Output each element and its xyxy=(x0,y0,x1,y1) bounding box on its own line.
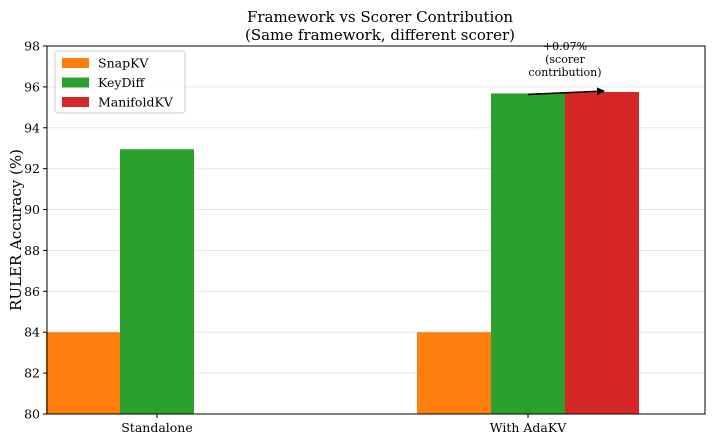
y-tick-label: 92 xyxy=(24,161,40,176)
x-tick-label: Standalone xyxy=(121,420,193,435)
annotation-arrow xyxy=(527,87,605,96)
bar-snapkv-2 xyxy=(417,332,491,414)
bars-layer xyxy=(46,92,639,414)
y-axis: 80 82 84 86 88 90 92 94 96 98 xyxy=(24,39,47,422)
annotation-text: contribution) xyxy=(528,66,601,79)
legend-swatch xyxy=(62,58,89,68)
bar-keydiff-2 xyxy=(491,93,565,414)
y-tick-label: 84 xyxy=(24,325,40,340)
annotation-text: (scorer xyxy=(545,53,585,66)
chart-title: Framework vs Scorer Contribution xyxy=(247,8,513,26)
y-tick-label: 90 xyxy=(24,202,40,217)
legend-label: ManifoldKV xyxy=(98,95,174,110)
y-axis-label: RULER Accuracy (%) xyxy=(7,149,25,311)
y-tick-label: 86 xyxy=(24,284,40,299)
bar-snapkv-1 xyxy=(46,332,120,414)
y-tick-label: 82 xyxy=(24,366,40,381)
legend-label: KeyDiff xyxy=(98,75,145,90)
chart-subtitle: (Same framework, different scorer) xyxy=(245,26,515,44)
legend: SnapKV KeyDiff ManifoldKV xyxy=(54,50,186,114)
legend-label: SnapKV xyxy=(98,56,149,71)
bar-manifoldkv-2 xyxy=(565,92,639,414)
y-tick-label: 88 xyxy=(24,243,40,258)
legend-swatch xyxy=(62,97,89,107)
bar-keydiff-1 xyxy=(120,149,194,414)
y-tick-label: 96 xyxy=(24,79,40,94)
y-tick-label: 98 xyxy=(24,39,40,54)
legend-swatch xyxy=(62,77,89,88)
y-tick-label: 94 xyxy=(24,120,40,135)
plot-frame xyxy=(46,45,706,415)
x-tick-label: With AdaKV xyxy=(490,420,567,435)
x-axis: Standalone With AdaKV xyxy=(121,414,567,435)
y-tick-label: 80 xyxy=(24,407,40,422)
